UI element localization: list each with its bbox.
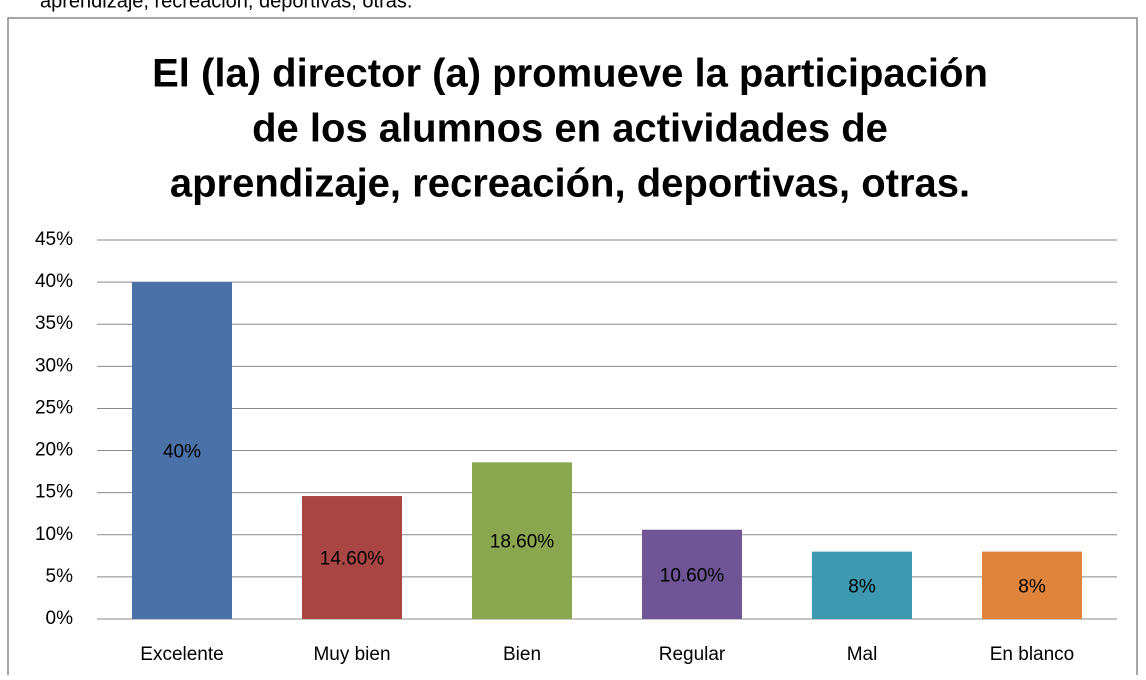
data-label: 14.60% <box>320 549 385 570</box>
x-tick-label: Bien <box>503 644 541 665</box>
y-tick-label: 45% <box>35 229 73 250</box>
bar <box>132 282 232 619</box>
y-tick-label: 35% <box>35 313 73 334</box>
bar <box>982 551 1082 619</box>
data-label: 40% <box>163 442 201 463</box>
y-tick-label: 5% <box>46 566 74 587</box>
chart-border <box>7 17 1138 675</box>
data-label: 18.60% <box>490 532 555 553</box>
bar <box>472 462 572 619</box>
chart-title: de los alumnos en actividades de <box>252 107 888 151</box>
y-tick-label: 20% <box>35 440 73 461</box>
chart-title: aprendizaje, recreación, deportivas, otr… <box>170 162 970 206</box>
data-label: 8% <box>848 576 876 597</box>
y-tick-label: 10% <box>35 524 73 545</box>
x-tick-label: En blanco <box>990 644 1075 665</box>
data-label: 8% <box>1018 576 1046 597</box>
chart-title: El (la) director (a) promueve la partici… <box>152 52 988 96</box>
bar <box>812 551 912 619</box>
y-tick-label: 25% <box>35 397 73 418</box>
y-tick-label: 30% <box>35 355 73 376</box>
x-tick-label: Muy bien <box>313 644 390 665</box>
x-tick-label: Regular <box>659 644 726 665</box>
caption: aprendizaje, recreación, deportivas, otr… <box>40 0 412 12</box>
x-tick-label: Mal <box>847 644 878 665</box>
data-label: 10.60% <box>660 565 725 586</box>
y-tick-label: 40% <box>35 271 73 292</box>
y-tick-label: 0% <box>46 608 74 629</box>
y-tick-label: 15% <box>35 482 73 503</box>
x-tick-label: Excelente <box>140 644 223 665</box>
bar <box>642 529 742 619</box>
bar <box>302 496 402 619</box>
